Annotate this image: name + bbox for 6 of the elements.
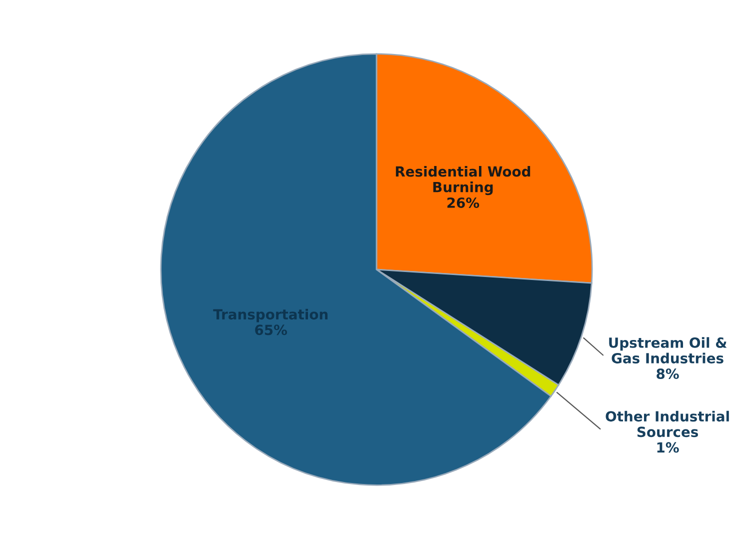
slice-label: Other Industrial Sources [606,410,729,438]
data-label: 26% [447,197,480,208]
data-label: 8% [656,368,679,380]
slice-label: Upstream Oil & Gas Industries [609,337,727,364]
slice-label: Residential Wood Burning [396,166,530,196]
data-label: 1% [657,442,679,453]
